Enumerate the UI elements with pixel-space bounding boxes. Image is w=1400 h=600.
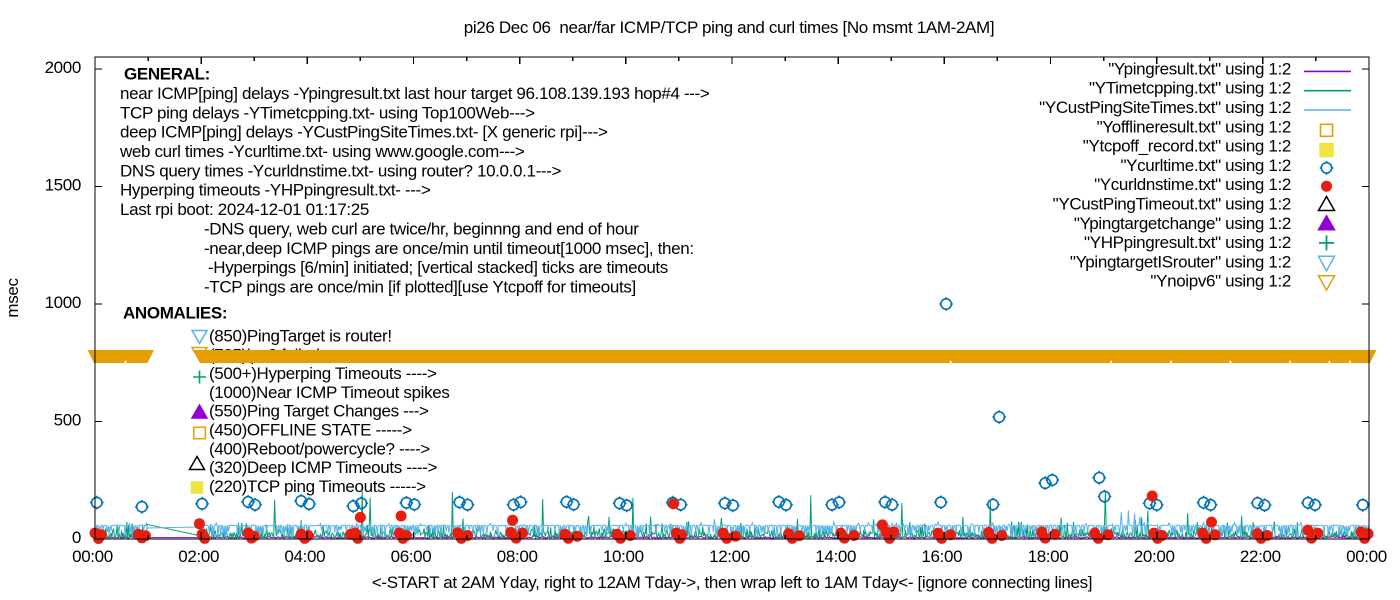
svg-text:-near,deep ICMP pings are once: -near,deep ICMP pings are once/min until… xyxy=(204,239,694,258)
svg-text:0: 0 xyxy=(72,528,81,547)
svg-text:<-START at 2AM Yday, right to: <-START at 2AM Yday, right to 12AM Tday-… xyxy=(372,573,1092,592)
svg-text:00:00: 00:00 xyxy=(1346,547,1387,566)
svg-text:500: 500 xyxy=(54,411,81,430)
svg-text:"YCustPingTimeout.txt" using 1: "YCustPingTimeout.txt" using 1:2 xyxy=(1053,195,1291,214)
svg-text:TCP ping delays -YTimetcpping.: TCP ping delays -YTimetcpping.txt- using… xyxy=(120,103,535,122)
svg-text:deep ICMP[ping] delays -YCustP: deep ICMP[ping] delays -YCustPingSiteTim… xyxy=(120,123,608,142)
svg-text:04:00: 04:00 xyxy=(284,547,325,566)
svg-text:GENERAL:: GENERAL: xyxy=(124,65,210,84)
svg-text:06:00: 06:00 xyxy=(391,547,432,566)
svg-text:12:00: 12:00 xyxy=(709,547,750,566)
svg-text:(550)Ping Target Changes --->: (550)Ping Target Changes ---> xyxy=(209,402,429,421)
svg-text:"Ypingtargetchange" using 1:2: "Ypingtargetchange" using 1:2 xyxy=(1074,214,1291,233)
svg-text:(320)Deep ICMP Timeouts ---->: (320)Deep ICMP Timeouts ----> xyxy=(209,458,438,477)
svg-text:ANOMALIES:: ANOMALIES: xyxy=(123,303,227,322)
svg-text:"Ypingresult.txt" using 1:2: "Ypingresult.txt" using 1:2 xyxy=(1108,59,1291,78)
svg-text:"YpingtargetISrouter" using 1:: "YpingtargetISrouter" using 1:2 xyxy=(1070,252,1291,271)
svg-text:(220)TCP ping Timeouts ----->: (220)TCP ping Timeouts -----> xyxy=(209,477,426,496)
svg-text:"YHPpingresult.txt" using 1:2: "YHPpingresult.txt" using 1:2 xyxy=(1084,233,1291,252)
svg-text:16:00: 16:00 xyxy=(921,547,962,566)
svg-text:1500: 1500 xyxy=(45,176,81,195)
svg-text:10:00: 10:00 xyxy=(603,547,644,566)
svg-text:"Ytcpoff_record.txt" using 1:2: "Ytcpoff_record.txt" using 1:2 xyxy=(1083,137,1291,156)
svg-text:-DNS query, web curl are twice: -DNS query, web curl are twice/hr, begin… xyxy=(204,219,639,238)
svg-text:"Ycurltime.txt" using 1:2: "Ycurltime.txt" using 1:2 xyxy=(1120,156,1291,175)
svg-text:Hyperping timeouts -YHPpingres: Hyperping timeouts -YHPpingresult.txt- -… xyxy=(120,181,431,200)
svg-text:(850)PingTarget is router!: (850)PingTarget is router! xyxy=(209,327,392,346)
svg-text:near ICMP[ping] delays -Ypingr: near ICMP[ping] delays -Ypingresult.txt … xyxy=(120,84,710,103)
svg-text:-Hyperpings [6/min] initiated;: -Hyperpings [6/min] initiated; [vertical… xyxy=(208,258,668,277)
svg-text:(500+)Hyperping Timeouts ---->: (500+)Hyperping Timeouts ----> xyxy=(209,364,437,383)
svg-text:"Ycurldnstime.txt" using 1:2: "Ycurldnstime.txt" using 1:2 xyxy=(1094,175,1291,194)
svg-text:1000: 1000 xyxy=(45,293,81,312)
svg-text:18:00: 18:00 xyxy=(1028,547,1069,566)
svg-text:DNS query times -Ycurldnstime.: DNS query times -Ycurldnstime.txt- using… xyxy=(120,161,562,180)
svg-text:"YCustPingSiteTimes.txt" using: "YCustPingSiteTimes.txt" using 1:2 xyxy=(1039,98,1291,117)
svg-text:22:00: 22:00 xyxy=(1240,547,1281,566)
svg-text:-TCP pings are once/min [if pl: -TCP pings are once/min [if plotted][use… xyxy=(204,278,636,297)
svg-text:"Ynoipv6" using 1:2: "Ynoipv6" using 1:2 xyxy=(1150,272,1291,291)
svg-text:pi26 Dec 06 near/far ICMP/TCP: pi26 Dec 06 near/far ICMP/TCP ping and c… xyxy=(464,18,994,37)
svg-text:msec: msec xyxy=(3,278,22,318)
svg-text:web curl times -Ycurltime.txt-: web curl times -Ycurltime.txt- using www… xyxy=(119,142,525,161)
svg-text:Last rpi boot: 2024-12-01 01:1: Last rpi boot: 2024-12-01 01:17:25 xyxy=(120,200,369,219)
svg-text:"Yofflineresult.txt" using 1:2: "Yofflineresult.txt" using 1:2 xyxy=(1097,117,1291,136)
svg-text:(400)Reboot/powercycle? ---->: (400)Reboot/powercycle? ----> xyxy=(209,439,430,458)
svg-text:20:00: 20:00 xyxy=(1134,547,1175,566)
svg-text:08:00: 08:00 xyxy=(497,547,538,566)
svg-text:2000: 2000 xyxy=(45,58,81,77)
svg-text:(1000)Near ICMP Timeout spikes: (1000)Near ICMP Timeout spikes xyxy=(209,383,450,402)
svg-text:02:00: 02:00 xyxy=(178,547,219,566)
svg-text:(450)OFFLINE STATE ----->: (450)OFFLINE STATE -----> xyxy=(209,421,412,440)
svg-text:"YTimetcpping.txt" using 1:2: "YTimetcpping.txt" using 1:2 xyxy=(1089,79,1291,98)
svg-text:14:00: 14:00 xyxy=(815,547,856,566)
svg-text:00:00: 00:00 xyxy=(72,547,113,566)
